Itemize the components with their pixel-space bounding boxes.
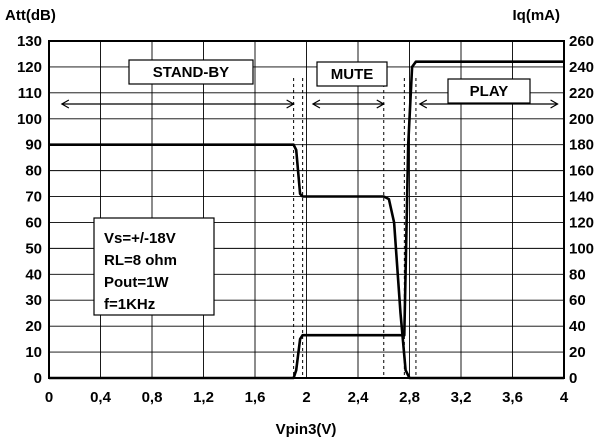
y-left-tick-label: 120 <box>17 59 42 76</box>
region-arrow-head-right <box>286 99 295 109</box>
standby-label-box <box>128 59 254 85</box>
y-right-tick-label: 40 <box>569 318 586 335</box>
region-arrow-head-right <box>550 99 559 109</box>
standby-label: STAND-BY <box>153 64 229 81</box>
threshold-lines <box>293 78 417 378</box>
region-arrow <box>60 99 295 109</box>
y-right-tick-label: 160 <box>569 163 594 180</box>
y-right-tick-label: 220 <box>569 85 594 102</box>
region-arrow-head-right <box>376 99 385 109</box>
y-left-tick-label: 0 <box>34 370 42 387</box>
x-axis-label: Vpin3(V) <box>276 421 337 438</box>
attenuation-line <box>49 143 564 380</box>
y-left-tick-label: 90 <box>25 137 42 154</box>
y-right-tick-label: 0 <box>569 370 577 387</box>
y-right-tick-label: 240 <box>569 59 594 76</box>
y-left-tick-label: 60 <box>25 214 42 231</box>
y-right-tick-label: 60 <box>569 292 586 309</box>
plot-frame <box>48 40 565 379</box>
region-arrow-head-left <box>311 99 321 109</box>
y-right-tick-label: 80 <box>569 266 586 283</box>
y-left-tick-label: 130 <box>17 33 42 50</box>
mute-label: MUTE <box>331 66 374 83</box>
x-tick-label: 2,4 <box>348 389 370 406</box>
y-right-tick-label: 200 <box>569 111 594 128</box>
region-arrow <box>418 99 559 109</box>
iq-current-line <box>49 60 564 380</box>
x-tick-label: 0 <box>45 389 53 406</box>
x-tick-label: 0,4 <box>90 389 112 406</box>
x-tick-labels: 0 0,4 0,8 1,2 1,6 2 2,4 2,8 3,2 3,6 4 <box>45 389 569 406</box>
y-right-tick-label: 140 <box>569 189 594 206</box>
y-right-tick-labels: 0 20 40 60 80 100 120 140 160 180 200 220 240 260 <box>569 33 594 387</box>
mute-label-box <box>316 61 388 87</box>
y-right-tick-label: 20 <box>569 344 586 361</box>
standby-region: STAND-BY <box>128 59 254 85</box>
y-right-tick-label: 180 <box>569 137 594 154</box>
x-tick-label: 2,8 <box>399 389 420 406</box>
y-left-tick-label: 70 <box>25 189 42 206</box>
y-left-tick-label: 30 <box>25 292 42 309</box>
x-tick-label: 4 <box>560 389 569 406</box>
y-right-axis-label: Iq(mA) <box>513 7 561 24</box>
mute-region: MUTE <box>316 61 388 87</box>
x-tick-label: 1,2 <box>193 389 214 406</box>
condition-supply: Vs=+/-18V <box>104 230 176 247</box>
x-tick-label: 2 <box>302 389 310 406</box>
condition-pout: Pout=1W <box>104 274 169 291</box>
region-arrows <box>60 99 559 109</box>
x-tick-label: 1,6 <box>245 389 266 406</box>
condition-frequency: f=1KHz <box>104 296 155 313</box>
y-right-tick-label: 100 <box>569 240 594 257</box>
region-arrow <box>311 99 385 109</box>
curves <box>49 60 564 380</box>
conditions-frame <box>93 217 215 316</box>
play-label: PLAY <box>470 83 509 100</box>
y-left-tick-label: 100 <box>17 111 42 128</box>
x-tick-label: 3,6 <box>502 389 523 406</box>
y-left-tick-label: 50 <box>25 240 42 257</box>
y-left-tick-label: 40 <box>25 266 42 283</box>
y-left-tick-label: 10 <box>25 344 42 361</box>
y-left-tick-label: 80 <box>25 163 42 180</box>
condition-load: RL=8 ohm <box>104 252 177 269</box>
conditions-box: Vs=+/-18V RL=8 ohm Pout=1W f=1KHz <box>93 217 215 316</box>
play-label-box <box>447 78 531 104</box>
y-left-tick-label: 20 <box>25 318 42 335</box>
x-tick-label: 0,8 <box>142 389 163 406</box>
x-tick-label: 3,2 <box>451 389 472 406</box>
y-left-axis-label: Att(dB) <box>5 7 56 24</box>
region-arrow-head-left <box>418 99 428 109</box>
y-left-tick-label: 110 <box>18 85 42 102</box>
region-arrow-head-left <box>60 99 70 109</box>
play-region: PLAY <box>447 78 531 104</box>
y-left-tick-labels: 0 10 20 30 40 50 60 70 80 90 100 110 120 130 <box>17 33 42 387</box>
y-right-tick-label: 260 <box>569 33 594 50</box>
y-right-tick-label: 120 <box>569 214 594 231</box>
